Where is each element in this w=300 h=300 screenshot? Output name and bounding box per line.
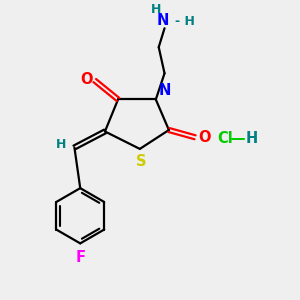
Text: H: H [56,138,66,151]
Text: S: S [136,154,146,169]
Text: F: F [75,250,85,265]
Text: N: N [158,83,170,98]
Text: Cl: Cl [217,131,233,146]
Text: N: N [157,13,169,28]
Text: H: H [151,3,161,16]
Text: O: O [199,130,211,145]
Text: - H: - H [175,15,195,28]
Text: O: O [80,72,92,87]
Text: H: H [246,131,258,146]
